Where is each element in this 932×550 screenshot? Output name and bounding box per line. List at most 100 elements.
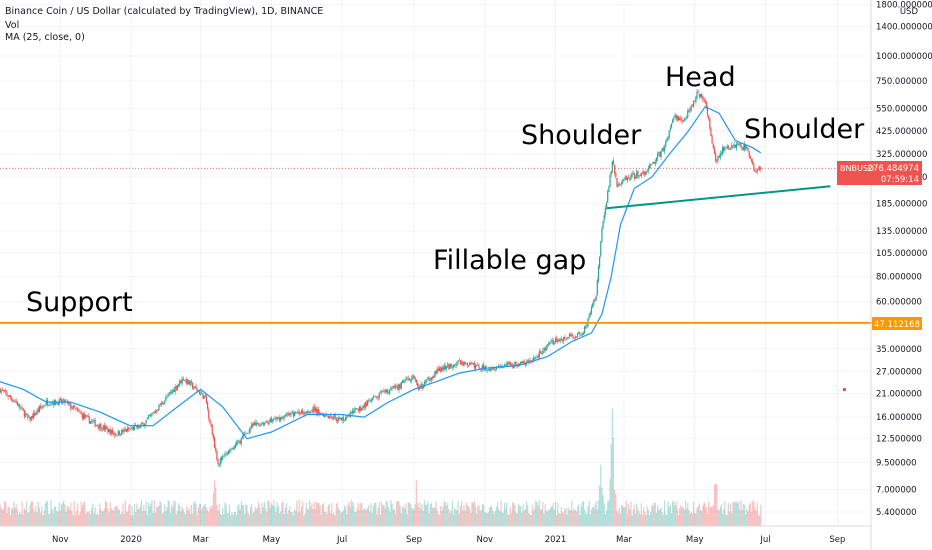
volume-bar (274, 506, 276, 526)
time-axis[interactable]: Nov 2020 Mar May Jul Sep Nov 2021 Mar May Jul Sep (52, 535, 845, 545)
volume-bar (68, 509, 71, 526)
volume-bar (654, 502, 656, 526)
volume-bar (220, 514, 223, 526)
volume-bar (232, 515, 234, 526)
volume-bar (430, 502, 433, 526)
neckline-trendline[interactable] (606, 185, 831, 210)
volume-bar (78, 514, 80, 526)
left-shoulder-annotation[interactable]: Shoulder (521, 120, 642, 151)
candle-body (423, 381, 426, 387)
volume-bar (299, 512, 301, 526)
volume-bar (41, 506, 43, 526)
volume-bar (636, 503, 638, 526)
volume-bar (187, 509, 189, 526)
volume-bar (413, 509, 415, 526)
volume-bar (396, 501, 398, 526)
candle-body (81, 413, 83, 419)
volume-bar (166, 507, 168, 526)
candle-body (599, 256, 601, 268)
candle-body (64, 399, 66, 404)
candle-body (358, 406, 361, 411)
candle-body (491, 368, 493, 370)
candle-body (645, 171, 647, 176)
candle-body (44, 404, 46, 406)
candle-body (617, 184, 619, 187)
candle-body (747, 147, 749, 151)
candle-body (541, 353, 543, 355)
candle-body (311, 411, 313, 412)
candle-body (300, 410, 303, 414)
volume-bar (370, 503, 372, 526)
volume-bar (2, 508, 5, 526)
volume-bar (480, 509, 482, 526)
candle-body (653, 162, 655, 164)
candle-body (510, 364, 513, 366)
candle-body (60, 399, 63, 403)
volume-bar (266, 512, 268, 526)
price-axis[interactable]: 1800.000000 1400.000000 1000.000000 750.000… (876, 1, 932, 518)
right-shoulder-annotation[interactable]: Shoulder (744, 114, 865, 145)
volume-indicator-label[interactable]: Vol (5, 20, 20, 31)
candle-body (144, 423, 146, 427)
volume-bar (681, 506, 683, 526)
volume-bar (154, 512, 157, 526)
volume-bar (27, 512, 29, 526)
candle-body (109, 428, 111, 435)
volume-bar (711, 506, 713, 526)
support-annotation[interactable]: Support (26, 287, 133, 318)
volume-bar (275, 512, 277, 526)
ma-indicator-label[interactable]: MA (25, close, 0) (5, 32, 85, 43)
fillable-gap-annotation[interactable]: Fillable gap (433, 245, 587, 276)
candle-body (483, 364, 485, 371)
volume-bar (22, 514, 24, 526)
volume-bar (298, 500, 300, 526)
candle-body (580, 334, 582, 336)
volume-bar (474, 505, 477, 526)
candle-body (473, 363, 475, 369)
candle-body (291, 412, 293, 414)
volume-bar (113, 510, 115, 526)
candle-body (213, 437, 216, 448)
candle-body (248, 429, 250, 434)
volume-bar (586, 513, 588, 526)
candle-body (7, 395, 9, 397)
candle-body (143, 422, 145, 427)
candle-body (297, 411, 299, 414)
candle-body (200, 393, 202, 394)
volume-bar (604, 514, 607, 526)
volume-bar (26, 501, 28, 526)
volume-bar (23, 507, 25, 526)
candle-body (342, 416, 344, 421)
volume-bar (753, 501, 755, 526)
volume-bar (537, 505, 539, 526)
volume-bar (725, 514, 727, 526)
volume-bar (452, 514, 455, 526)
candle-body (256, 423, 259, 425)
volume-bar (617, 512, 619, 526)
volume-bar (376, 514, 378, 526)
volume-bar (633, 505, 636, 526)
volume-bar (611, 408, 613, 526)
symbol-title[interactable]: Binance Coin / US Dollar (calculated by … (5, 6, 324, 17)
volume-bar (267, 500, 269, 526)
candle-body (130, 428, 132, 430)
candle-body (97, 426, 100, 429)
candle-body (737, 143, 739, 145)
volume-bar (391, 503, 393, 526)
candle-body (619, 183, 622, 185)
candle-body (493, 367, 495, 370)
candle-body (10, 397, 13, 400)
volume-bar (406, 514, 408, 526)
candle-body (481, 365, 484, 369)
head-annotation[interactable]: Head (665, 62, 736, 93)
volume-bar (92, 503, 94, 526)
candle-body (415, 379, 417, 383)
volume-bar (466, 505, 468, 526)
volume-bar (438, 514, 441, 526)
candle-body (142, 423, 144, 425)
candle-body (237, 441, 239, 443)
candle-body (22, 408, 24, 411)
candle-body (553, 343, 555, 345)
candle-body (445, 365, 448, 370)
